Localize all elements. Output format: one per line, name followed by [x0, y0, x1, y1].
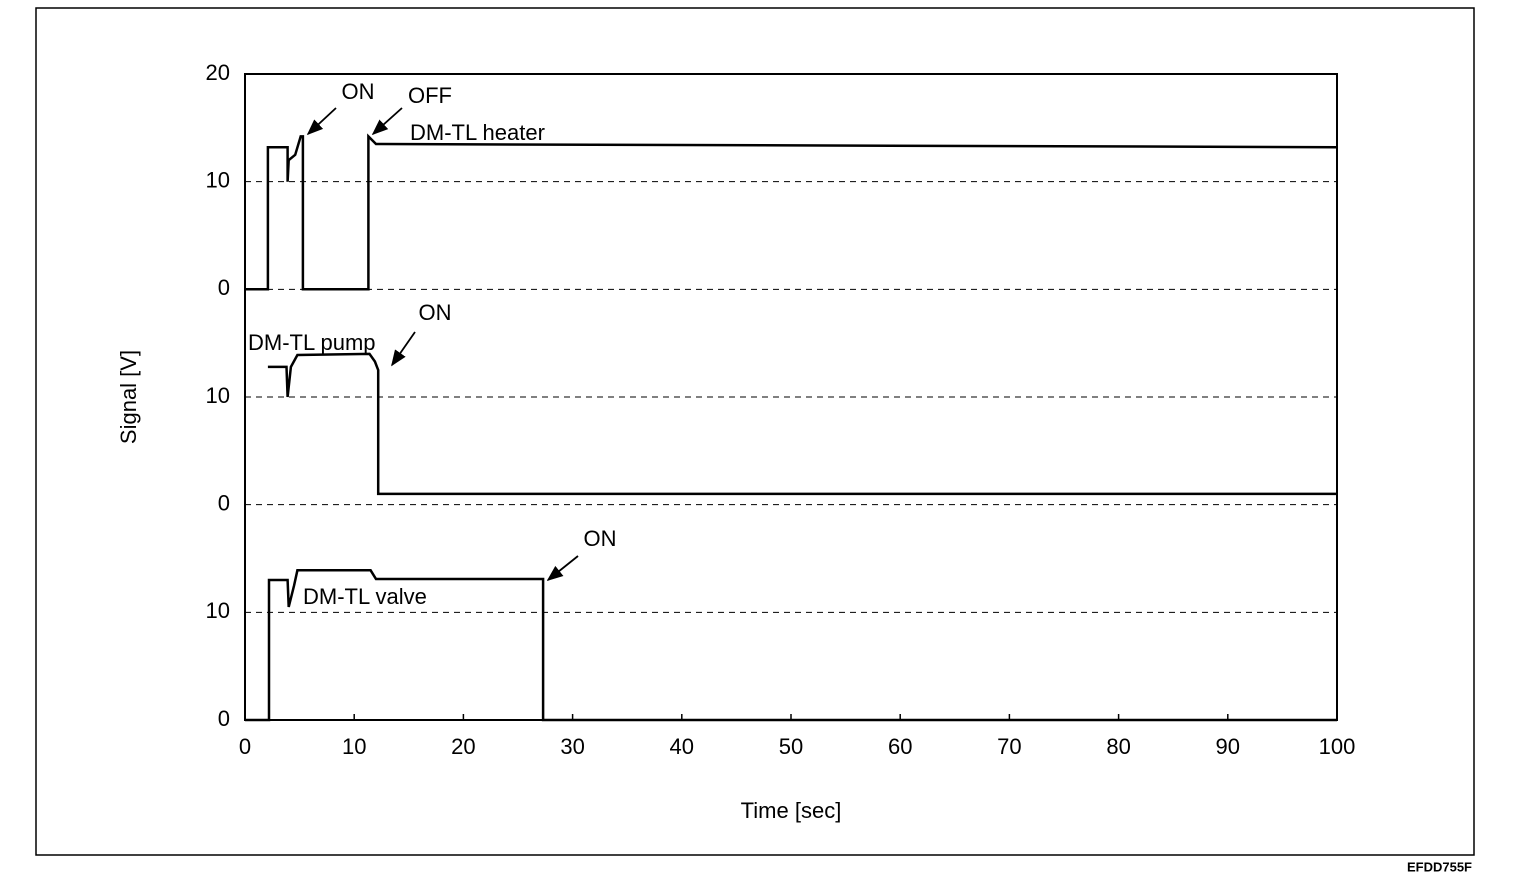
x-axis-label: Time [sec] [741, 798, 842, 823]
annotation-arrow [391, 331, 416, 367]
annotation: OFF [408, 83, 452, 108]
x-tick-label: 0 [239, 734, 251, 759]
x-tick-label: 10 [342, 734, 366, 759]
x-tick-label: 100 [1319, 734, 1356, 759]
x-tick-label: 40 [670, 734, 694, 759]
x-tick-label: 50 [779, 734, 803, 759]
figure-frame [35, 7, 1475, 856]
x-tick-label: 90 [1216, 734, 1240, 759]
y-tick-label: 0 [218, 490, 230, 515]
x-tick-label: 70 [997, 734, 1021, 759]
series-label: DM-TL valve [303, 584, 427, 609]
annotation: ON [584, 526, 617, 551]
y-tick-label: 20 [206, 60, 230, 85]
x-tick-label: 60 [888, 734, 912, 759]
annotation-arrow [371, 107, 403, 136]
figure-id: EFDD755F [1407, 859, 1472, 874]
annotation-arrow [546, 555, 579, 582]
x-tick-label: 20 [451, 734, 475, 759]
x-tick-label: 80 [1106, 734, 1130, 759]
annotation: ON [342, 79, 375, 104]
y-tick-label: 10 [206, 167, 230, 192]
y-tick-label: 10 [206, 383, 230, 408]
series-label: DM-TL pump [248, 330, 376, 355]
signal-line [245, 133, 1338, 291]
y-tick-label: 10 [206, 598, 230, 623]
signal-line [245, 569, 1337, 722]
plot-frame [244, 73, 1338, 721]
x-tick-label: 30 [560, 734, 584, 759]
signal-line [267, 352, 1337, 496]
y-axis-label: Signal [V] [116, 350, 141, 444]
series-label: DM-TL heater [410, 120, 545, 145]
annotation-arrow [306, 107, 337, 136]
annotation: ON [419, 300, 452, 325]
y-tick-label: 0 [218, 275, 230, 300]
y-tick-label: 0 [218, 706, 230, 731]
